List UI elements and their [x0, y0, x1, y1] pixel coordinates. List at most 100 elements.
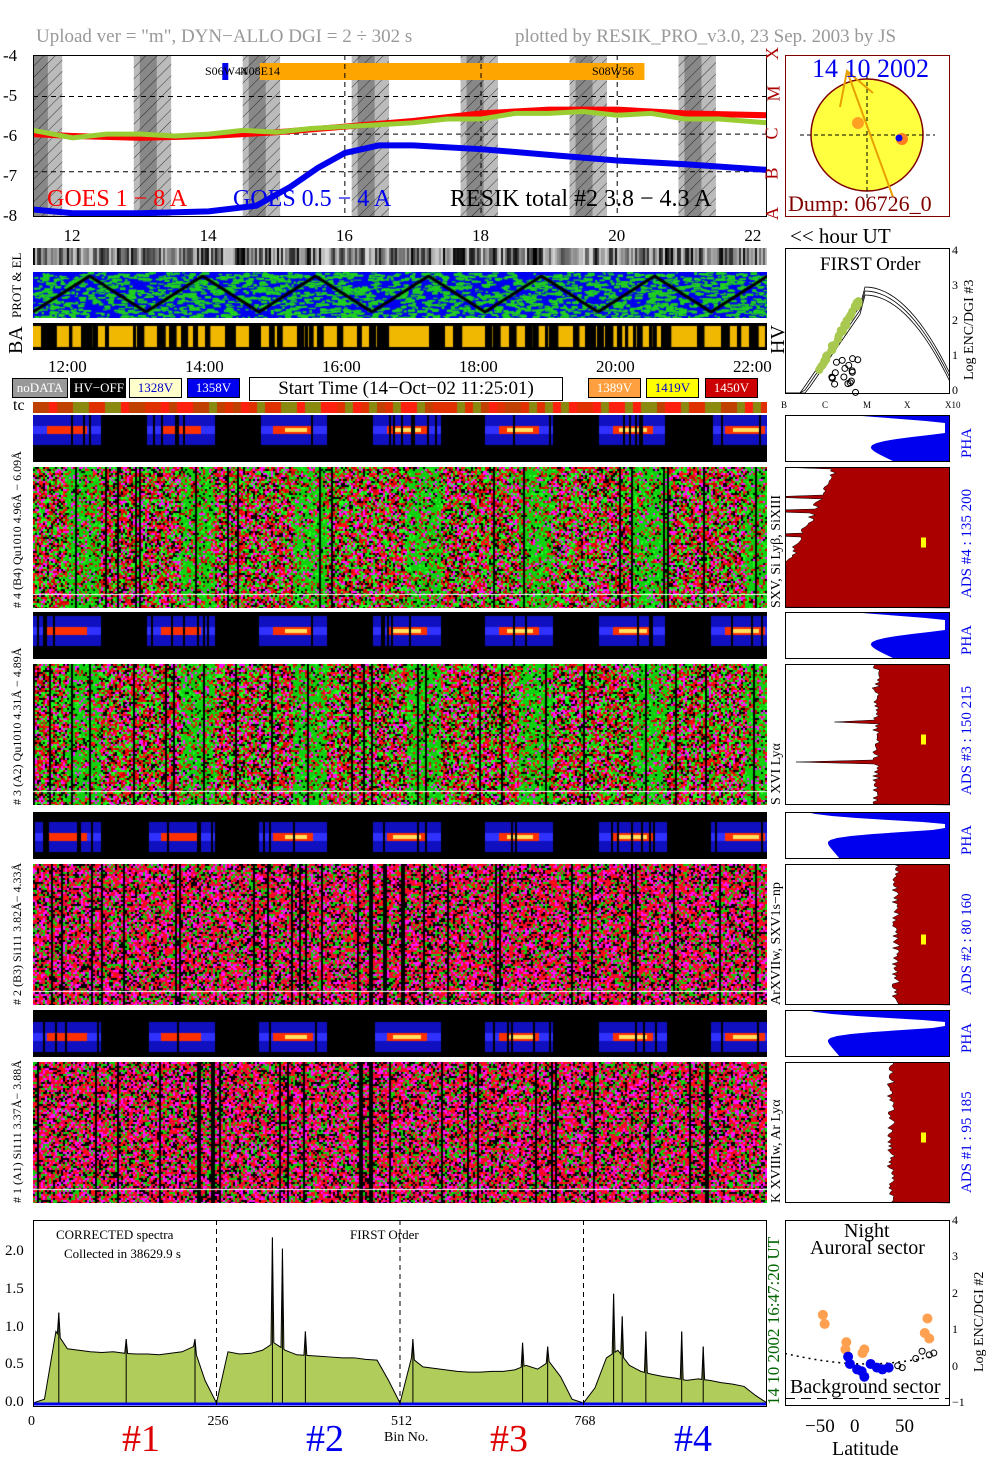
y-tick: -6: [3, 126, 18, 145]
lat-y-tick: 0: [952, 1358, 958, 1373]
legend-goes-short: GOES 0.5 − 4 A: [233, 186, 392, 212]
series-point: [308, 126, 313, 131]
spectrum-area: [33, 1237, 767, 1405]
model-curve: [785, 290, 950, 394]
scatter-point: [930, 1349, 938, 1357]
series-point: [172, 134, 177, 138]
flare-class-A: A: [762, 207, 782, 220]
flare-marker: [852, 117, 864, 129]
active-region-bar: [259, 63, 645, 80]
position-marker: [895, 134, 903, 142]
time-tick: 12:00: [48, 357, 87, 376]
fo-y-tick: 3: [952, 278, 958, 292]
scatter-point: [894, 1362, 902, 1370]
latitude-xlabel: Latitude: [832, 1438, 899, 1460]
data-point-open: [848, 367, 856, 375]
hour-ut-label: << hour UT: [790, 224, 891, 248]
scatter-point: [857, 1348, 868, 1359]
frame: [785, 812, 950, 859]
ads-histogram-fill: [886, 1062, 950, 1204]
lat-y-tick: −1: [952, 1395, 965, 1409]
threshold-marker: [921, 734, 926, 745]
start-time: Start Time (14−Oct−02 11:25:01): [249, 377, 563, 401]
fo-x-tick: X: [904, 400, 911, 410]
ads-range: ADS #1 : 95 185: [959, 1091, 975, 1193]
channel-label: # 1 (A1) Si111 3.37Å− 3.88Å: [10, 1060, 24, 1203]
ads-histogram-4: [785, 467, 950, 609]
active-region-marker: [222, 63, 229, 80]
channel-label: # 3 (A2) Qu1010 4.31Å − 4.89Å: [10, 647, 24, 805]
frame: [785, 415, 950, 462]
series-point: [513, 111, 518, 116]
frame: [33, 1220, 767, 1407]
series-point: [479, 111, 484, 116]
pha-label: PHA: [959, 824, 975, 855]
threshold-marker: [921, 934, 926, 945]
saa-hatch: [678, 55, 716, 217]
fo-y-tick: 4: [952, 243, 958, 257]
threshold-marker: [921, 537, 926, 548]
series-point: [479, 117, 484, 122]
tc-bar: [33, 402, 767, 413]
series-point: [615, 113, 620, 118]
scatter-point: [841, 1337, 852, 1348]
corrected-spectrum-plot: [33, 1220, 767, 1407]
spectrum-y-tick: 1.0: [5, 1318, 24, 1335]
line-ids: SXV, Si Lyβ, SiXIII: [769, 494, 784, 608]
fo-y-tick: 1: [952, 348, 958, 362]
data-point-open: [828, 373, 836, 381]
data-point-open: [841, 364, 849, 372]
lat-y-tick: 3: [952, 1249, 958, 1264]
spectrogram-channel-4: [33, 467, 767, 608]
pha-histogram-3: [785, 612, 950, 659]
fo-y-tick: 2: [952, 313, 958, 327]
time-tick: 20:00: [596, 357, 635, 376]
legend-box-1419v: 1419V: [646, 378, 699, 398]
model-curve: [785, 294, 950, 394]
time-tick: 16:00: [322, 357, 361, 376]
segment-label-2: #2: [306, 1418, 344, 1460]
series-point: [288, 184, 293, 189]
series-point: [479, 147, 484, 152]
auroral-sector-label: Auroral sector: [810, 1237, 925, 1259]
spectrum-x-tick: 256: [207, 1414, 229, 1429]
ads-histogram-3: [785, 664, 950, 806]
line-ids: ArXVIIw, SXV1s−np: [769, 882, 784, 1005]
flare-class-C: C: [761, 127, 782, 140]
spectrum-title: FIRST Order: [350, 1227, 419, 1242]
legend-box-1328v: 1328V: [129, 378, 182, 398]
pha-histogram-2: [785, 812, 950, 859]
pha-histogram-fill: [805, 1010, 950, 1057]
legend-box-1389v: 1389V: [588, 378, 641, 398]
frame: [785, 1062, 950, 1203]
pha-histogram-fill: [850, 612, 950, 659]
data-point-open: [854, 356, 862, 364]
scatter-point: [883, 1362, 894, 1373]
spectrum-y-tick: 0.5: [5, 1356, 24, 1373]
series-point: [581, 109, 586, 114]
prot-el-label: PROT & EL: [9, 252, 24, 319]
lat-y-tick: 1: [952, 1322, 958, 1337]
series-point: [376, 122, 381, 127]
ads-range: ADS #4 : 135 200: [959, 488, 975, 598]
series-point: [342, 124, 347, 129]
pha-spectrogram-2: [33, 812, 767, 859]
sun-disk-plot: [785, 55, 950, 217]
pha-label: PHA: [959, 624, 975, 655]
scatter-point: [922, 1313, 933, 1324]
flare-class-X: X: [762, 47, 782, 60]
ba-hv-strip: [33, 323, 767, 350]
ads-histogram-fill: [795, 664, 950, 806]
series-point: [683, 117, 688, 122]
y-tick: -8: [3, 206, 18, 225]
scatter-point: [844, 1358, 855, 1369]
ads-histogram-1: [785, 1062, 950, 1204]
spectrum-x-tick: 768: [574, 1414, 596, 1429]
saa-hatch: [569, 55, 607, 217]
dump-id: Dump: 06726_0: [788, 191, 932, 216]
ads-histogram-fill: [785, 467, 950, 609]
pha-spectrogram-1: [33, 1010, 767, 1057]
frame: [785, 664, 950, 805]
series-point: [683, 162, 688, 167]
frame: [785, 1010, 950, 1057]
